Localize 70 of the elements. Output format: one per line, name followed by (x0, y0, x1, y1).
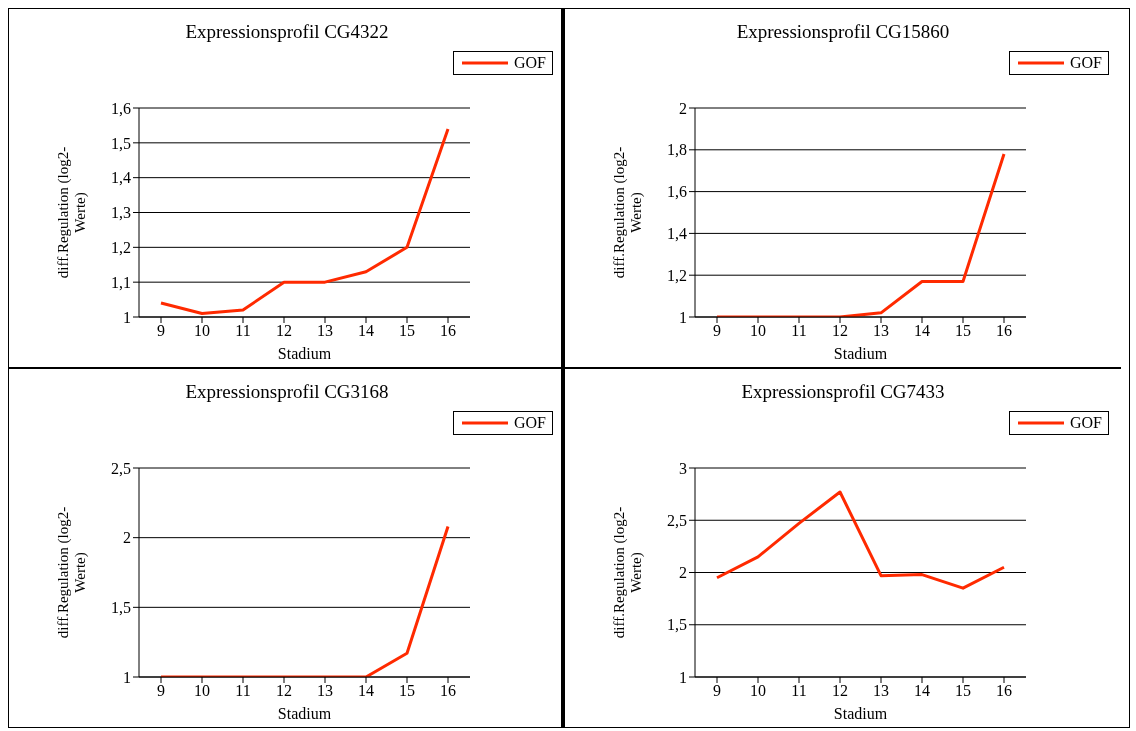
x-axis-title: Stadium (277, 705, 332, 722)
x-axis-title: Stadium (833, 705, 888, 722)
legend-label: GOF (513, 54, 546, 72)
x-tick-label: 12 (276, 682, 292, 700)
x-tick-label: 9 (713, 322, 721, 340)
x-tick-label: 11 (791, 322, 807, 340)
y-tick-label: 1 (679, 668, 687, 686)
x-tick-label: 15 (399, 682, 415, 700)
x-tick-label: 9 (157, 322, 165, 340)
x-tick-label: 12 (276, 322, 292, 340)
x-tick-label: 15 (955, 322, 971, 340)
x-tick-label: 14 (914, 682, 930, 700)
y-tick-label: 2 (679, 99, 687, 117)
y-tick-label: 2,5 (111, 459, 131, 477)
x-tick-label: 16 (996, 322, 1012, 340)
chart-title: Expressionsprofil CG15860 (735, 21, 951, 43)
x-tick-label: 13 (873, 322, 889, 340)
x-tick-label: 12 (832, 682, 848, 700)
y-tick-label: 1 (123, 308, 131, 326)
legend-label: GOF (1069, 414, 1102, 432)
y-tick-label: 1,2 (111, 239, 131, 257)
chart-title: Expressionsprofil CG7433 (740, 381, 946, 403)
x-tick-label: 9 (713, 682, 721, 700)
legend-label: GOF (513, 414, 546, 432)
x-tick-label: 14 (358, 322, 374, 340)
x-tick-label: 13 (873, 682, 889, 700)
x-tick-label: 14 (358, 682, 374, 700)
y-tick-label: 1,5 (111, 599, 131, 617)
y-tick-label: 2,5 (667, 511, 687, 529)
x-tick-label: 10 (750, 322, 766, 340)
y-tick-label: 1,3 (111, 204, 131, 222)
y-tick-label: 1,5 (667, 616, 687, 634)
x-axis-title: Stadium (277, 345, 332, 362)
x-tick-label: 14 (914, 322, 930, 340)
x-tick-label: 12 (832, 322, 848, 340)
x-tick-label: 15 (399, 322, 415, 340)
y-tick-label: 1,1 (111, 273, 131, 291)
x-tick-label: 10 (750, 682, 766, 700)
y-axis-title: diff.Regulation (log2-Werte) (611, 506, 645, 639)
x-tick-label: 11 (791, 682, 807, 700)
y-tick-label: 1 (123, 668, 131, 686)
y-tick-label: 2 (123, 529, 131, 547)
x-tick-label: 13 (317, 682, 333, 700)
y-tick-label: 2 (679, 564, 687, 582)
y-tick-label: 1,6 (667, 183, 687, 201)
y-tick-label: 1,4 (667, 225, 687, 243)
x-tick-label: 15 (955, 682, 971, 700)
x-tick-label: 10 (194, 682, 210, 700)
chart-title: Expressionsprofil CG3168 (184, 381, 390, 403)
y-axis-title: diff.Regulation (log2-Werte) (611, 146, 645, 279)
x-tick-label: 13 (317, 322, 333, 340)
x-tick-label: 16 (440, 682, 456, 700)
x-tick-label: 9 (157, 682, 165, 700)
y-tick-label: 1,5 (111, 134, 131, 152)
y-tick-label: 1,8 (667, 141, 687, 159)
x-tick-label: 11 (235, 322, 251, 340)
y-tick-label: 3 (679, 459, 687, 477)
y-tick-label: 1,4 (111, 169, 131, 187)
x-tick-label: 11 (235, 682, 251, 700)
x-axis-title: Stadium (833, 345, 888, 362)
chart-title: Expressionsprofil CG4322 (184, 21, 390, 43)
y-tick-label: 1 (679, 308, 687, 326)
y-tick-label: 1,6 (111, 99, 131, 117)
legend-label: GOF (1069, 54, 1102, 72)
x-tick-label: 16 (996, 682, 1012, 700)
y-axis-title: diff.Regulation (log2-Werte) (55, 506, 89, 639)
x-tick-label: 10 (194, 322, 210, 340)
y-axis-title: diff.Regulation (log2-Werte) (55, 146, 89, 279)
x-tick-label: 16 (440, 322, 456, 340)
y-tick-label: 1,2 (667, 266, 687, 284)
